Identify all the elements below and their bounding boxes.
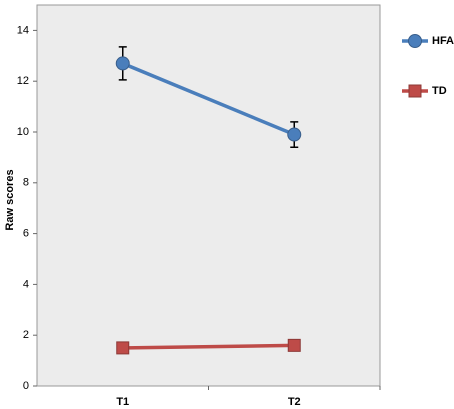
y-tick-label: 2 bbox=[23, 329, 29, 341]
marker bbox=[116, 341, 130, 355]
y-tick-label: 0 bbox=[23, 380, 29, 392]
y-tick-label: 10 bbox=[17, 126, 29, 138]
marker bbox=[287, 338, 301, 352]
y-tick-label: 4 bbox=[23, 278, 29, 290]
series-line bbox=[122, 61, 295, 137]
legend-label: TD bbox=[432, 85, 447, 97]
x-tick-label: T2 bbox=[288, 396, 301, 408]
plot-area bbox=[36, 4, 381, 387]
y-axis-label: Raw scores bbox=[4, 169, 16, 230]
series-line bbox=[122, 343, 295, 350]
y-tick-label: 12 bbox=[17, 75, 29, 87]
y-tick-label: 8 bbox=[23, 177, 29, 189]
legend-marker bbox=[408, 84, 422, 98]
y-tick-label: 14 bbox=[17, 24, 29, 36]
marker bbox=[287, 127, 302, 142]
y-tick-label: 6 bbox=[23, 228, 29, 240]
legend-marker bbox=[408, 34, 422, 48]
marker bbox=[115, 56, 130, 71]
legend-label: HFA bbox=[432, 35, 454, 47]
x-tick-label: T1 bbox=[116, 396, 129, 408]
